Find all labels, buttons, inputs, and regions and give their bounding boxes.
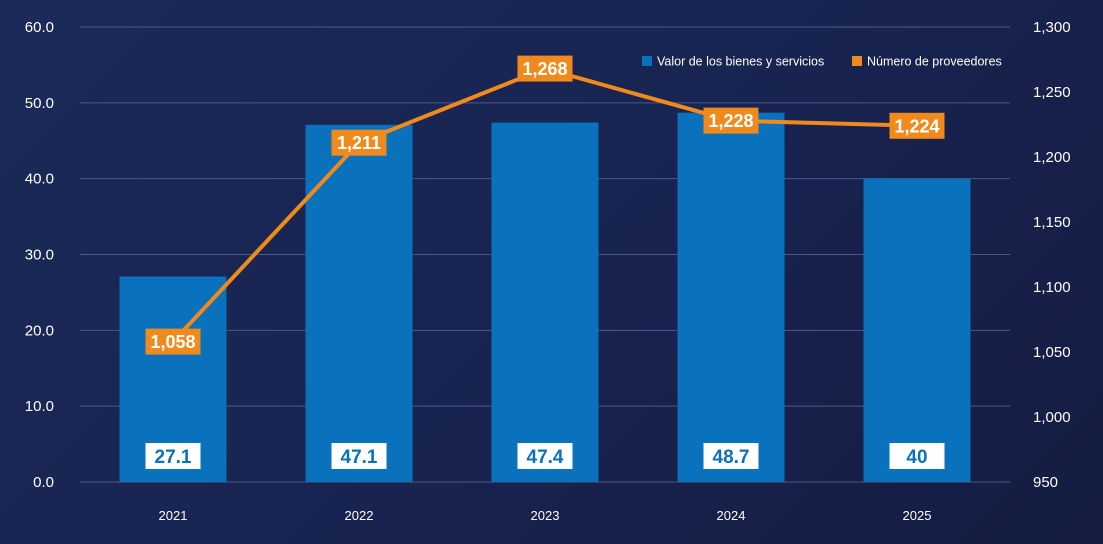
x-tick-label: 2021 — [159, 508, 188, 523]
bar-value-label: 27.1 — [155, 447, 192, 468]
line-label-box — [517, 55, 573, 82]
legend-swatch-line — [852, 56, 862, 66]
y-left-tick-label: 50.0 — [25, 95, 54, 112]
line-label-box — [889, 112, 945, 139]
y-left-tick-label: 20.0 — [25, 322, 54, 339]
bar-label-box — [145, 443, 201, 469]
bar-label-box — [889, 443, 945, 469]
bar-label-box — [703, 443, 759, 469]
legend-swatch-bar — [642, 56, 652, 66]
x-tick-label: 2025 — [903, 508, 932, 523]
y-right-tick-label: 1,050 — [1033, 344, 1071, 361]
bar-label-box — [517, 443, 573, 469]
y-left-tick-label: 60.0 — [25, 19, 54, 36]
y-right-tick-label: 1,300 — [1033, 19, 1071, 36]
bar — [677, 112, 785, 483]
y-right-tick-label: 1,100 — [1033, 279, 1071, 296]
bar — [863, 178, 971, 482]
bar-value-label: 48.7 — [713, 447, 750, 468]
y-right-tick-label: 1,000 — [1033, 409, 1071, 426]
y-left-tick-label: 30.0 — [25, 247, 54, 264]
y-left-tick-label: 0.0 — [33, 474, 54, 491]
line-label-box — [145, 328, 201, 355]
bar-value-label: 47.4 — [527, 447, 564, 468]
y-right-tick-label: 1,150 — [1033, 214, 1071, 231]
line-value-label: 1,058 — [150, 332, 195, 352]
line-value-label: 1,228 — [708, 111, 753, 131]
y-right-tick-label: 1,250 — [1033, 84, 1071, 101]
y-right-tick-label: 950 — [1033, 474, 1058, 491]
bar — [491, 122, 599, 483]
line-value-label: 1,268 — [522, 59, 567, 79]
x-tick-label: 2022 — [345, 508, 374, 523]
y-left-tick-label: 10.0 — [25, 398, 54, 415]
line-label-box — [703, 107, 759, 134]
bar-value-label: 47.1 — [341, 447, 378, 468]
y-right-tick-label: 1,200 — [1033, 149, 1071, 166]
line-value-label: 1,211 — [337, 133, 381, 153]
line-value-label: 1,224 — [894, 116, 939, 136]
x-tick-label: 2023 — [531, 508, 560, 523]
line-label-box — [331, 129, 387, 156]
bar-value-label: 40 — [906, 447, 927, 468]
legend-label-bar: Valor de los bienes y servicios — [657, 55, 824, 69]
x-tick-label: 2024 — [717, 508, 746, 523]
y-left-tick-label: 40.0 — [25, 171, 54, 188]
bar — [305, 124, 413, 482]
bar-label-box — [331, 443, 387, 469]
legend-label-line: Número de proveedores — [867, 55, 1002, 69]
